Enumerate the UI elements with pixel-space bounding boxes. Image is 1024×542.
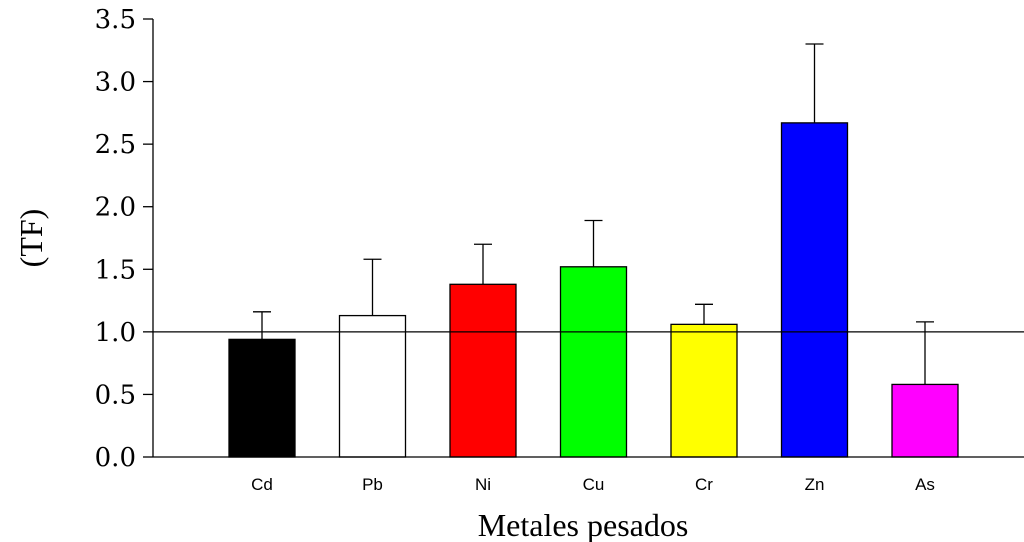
x-axis-title: Metales pesados: [478, 507, 689, 542]
x-axis-ticks: Cd Pb Ni Cu Cr Zn As: [251, 475, 935, 494]
y-tick-label: 2.5: [95, 130, 136, 160]
y-tick-label: 3.5: [95, 5, 136, 35]
y-tick-label: 3.0: [95, 68, 136, 98]
bar-zn: [780, 122, 849, 458]
x-tick-label: Zn: [805, 475, 825, 494]
x-tick-label: Cr: [695, 475, 713, 494]
x-tick-label: As: [915, 475, 935, 494]
y-axis-title: (TF): [13, 209, 49, 268]
y-axis-ticks: 0.0 0.5 1.0 1.5 2.0 2.5 3.0 3.5: [95, 5, 153, 473]
y-tick-label: 1.0: [95, 318, 136, 348]
y-tick-label: 1.5: [95, 255, 136, 285]
bar-as: [891, 383, 959, 458]
bar-cd: [228, 338, 296, 458]
bar-cu: [559, 266, 628, 458]
x-tick-label: Pb: [362, 475, 383, 494]
error-bars: [253, 43, 934, 385]
x-tick-label: Cu: [583, 475, 605, 494]
bar-cr: [670, 323, 738, 458]
bar-ni: [449, 283, 517, 458]
y-tick-label: 0.5: [95, 380, 136, 410]
y-tick-label: 2.0: [95, 193, 136, 223]
bar-pb: [338, 314, 407, 458]
x-tick-label: Ni: [475, 475, 491, 494]
y-tick-label: 0.0: [95, 443, 136, 473]
bars: [228, 122, 959, 458]
x-tick-label: Cd: [251, 475, 273, 494]
